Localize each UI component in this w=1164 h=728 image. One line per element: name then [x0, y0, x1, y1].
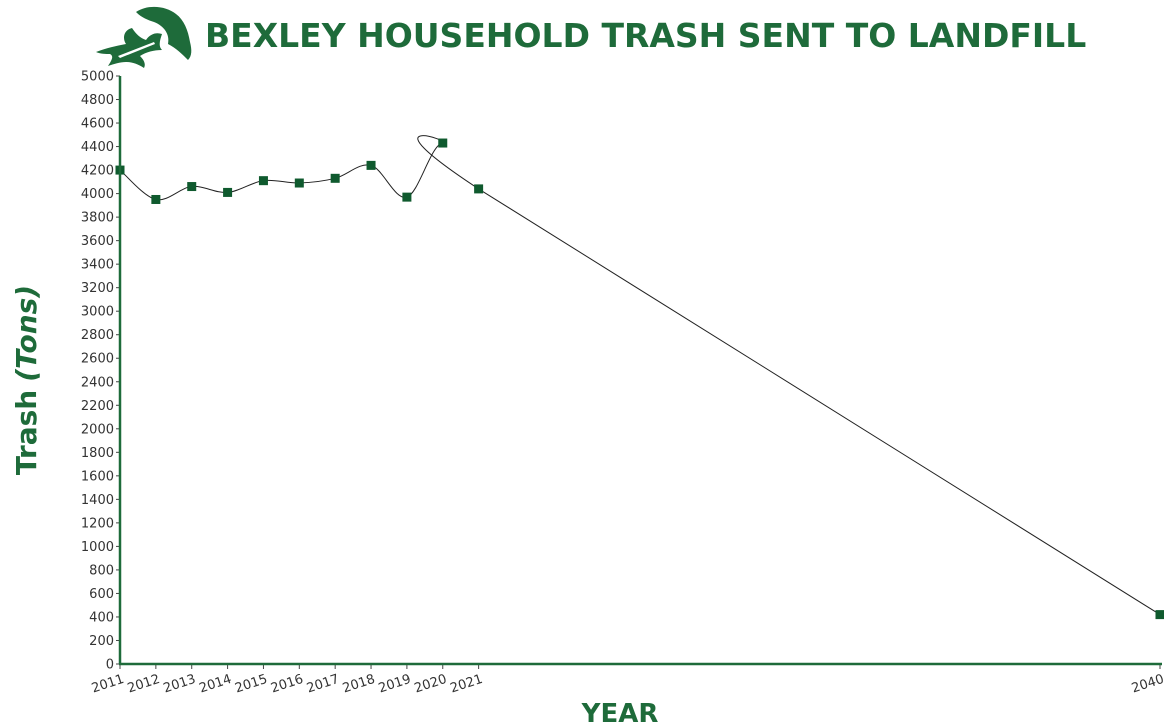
y-tick-label: 3600 [81, 234, 114, 249]
y-tick-label: 0 [106, 658, 114, 673]
data-point-marker [223, 187, 233, 197]
y-axis-label-main: Trash [10, 390, 43, 475]
y-tick-label: 4600 [81, 117, 114, 132]
y-tick-label: 600 [89, 587, 114, 602]
y-tick-label: 400 [89, 610, 114, 625]
y-axis-label-unit: (Tons) [10, 285, 43, 382]
chart-title: BEXLEY HOUSEHOLD TRASH SENT TO LANDFILL [205, 16, 1086, 55]
x-tick-label: 2012 [126, 672, 162, 696]
y-tick-label: 1800 [81, 446, 114, 461]
y-tick-label: 3000 [81, 305, 114, 320]
x-axis-label: YEAR [581, 699, 659, 728]
y-tick-label: 1000 [81, 540, 114, 555]
y-tick-label: 1200 [81, 516, 114, 531]
data-point-marker [366, 160, 376, 170]
series-line [119, 135, 1161, 616]
series-group [115, 135, 1164, 620]
x-tick-label: 2015 [233, 672, 269, 696]
y-tick-label: 1400 [81, 493, 114, 508]
y-tick-label: 200 [89, 634, 114, 649]
y-axis-label: Trash (Tons) [10, 285, 43, 475]
data-point-marker [438, 138, 448, 148]
y-tick-label: 3400 [81, 258, 114, 273]
x-axis-ticks: 2011 2012 2013 2014 2015 2016 2017 2018 2019 2020… [90, 664, 1164, 696]
x-tick-label: 2014 [197, 672, 233, 696]
data-point-marker [402, 192, 412, 202]
data-point-marker [294, 178, 304, 188]
y-tick-label: 4800 [81, 93, 114, 108]
y-tick-label: 2000 [81, 422, 114, 437]
data-point-marker [1155, 610, 1164, 620]
x-tick-label: 2013 [162, 672, 198, 696]
y-tick-label: 2600 [81, 352, 114, 367]
x-tick-label: 2019 [377, 672, 413, 696]
y-tick-label: 2800 [81, 328, 114, 343]
x-tick-label: 2018 [341, 672, 377, 696]
y-tick-label: 4400 [81, 140, 114, 155]
data-point-marker [330, 173, 340, 183]
y-tick-label: 3200 [81, 281, 114, 296]
data-point-marker [151, 194, 161, 204]
oak-leaf-icon [96, 6, 192, 68]
y-axis-ticks: 0 200 400 600 800 1000 1200 1400 1600 1800 2000 220… [81, 70, 120, 673]
data-point-marker [258, 176, 268, 186]
y-tick-label: 5000 [81, 70, 114, 85]
data-point-marker [187, 182, 197, 192]
x-tick-label: 2016 [269, 672, 305, 696]
y-tick-label: 4000 [81, 187, 114, 202]
x-tick-label: 2011 [90, 672, 126, 696]
y-tick-label: 800 [89, 563, 114, 578]
y-tick-label: 4200 [81, 164, 114, 179]
y-tick-label: 2400 [81, 375, 114, 390]
y-tick-label: 1600 [81, 469, 114, 484]
x-tick-label: 2021 [448, 672, 484, 696]
y-tick-label: 2200 [81, 399, 114, 414]
y-tick-label: 3800 [81, 211, 114, 226]
data-point-marker [474, 184, 484, 194]
x-tick-label: 2040 [1130, 672, 1164, 696]
x-tick-label: 2020 [413, 672, 449, 696]
x-tick-label: 2017 [305, 672, 341, 696]
